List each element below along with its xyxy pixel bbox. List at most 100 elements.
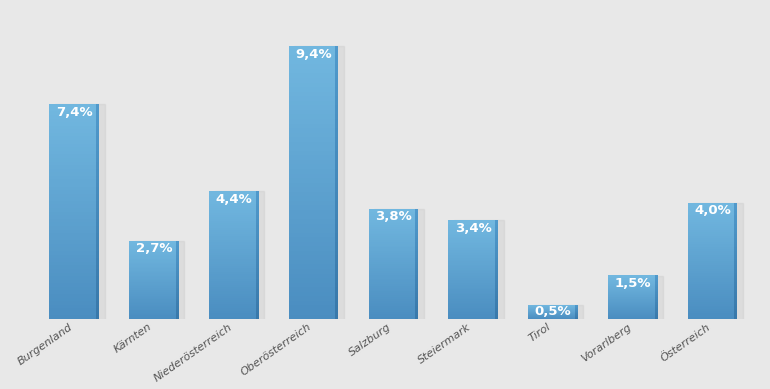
Bar — [129, 306, 179, 307]
Bar — [209, 236, 259, 238]
Bar — [415, 279, 418, 280]
Bar — [415, 280, 418, 282]
Bar — [176, 298, 179, 300]
Bar — [608, 287, 658, 288]
Bar — [369, 216, 418, 218]
Bar — [735, 263, 738, 265]
Bar — [688, 224, 738, 226]
Bar — [176, 286, 179, 288]
Bar — [96, 144, 99, 147]
Text: 9,4%: 9,4% — [295, 47, 332, 61]
Bar — [688, 232, 738, 234]
Bar — [369, 284, 418, 286]
Bar — [448, 250, 498, 252]
Bar — [176, 280, 179, 281]
Bar — [369, 277, 418, 279]
Bar — [735, 228, 738, 230]
Bar — [495, 253, 498, 255]
Bar — [209, 232, 259, 234]
Bar — [96, 205, 99, 208]
Bar — [129, 300, 179, 301]
Bar — [688, 311, 738, 313]
Bar — [96, 244, 99, 247]
Bar — [289, 123, 338, 128]
Text: 4,0%: 4,0% — [695, 204, 731, 217]
Bar — [129, 272, 179, 273]
Bar — [448, 224, 498, 225]
Bar — [654, 309, 658, 310]
Bar — [495, 227, 498, 229]
Bar — [688, 303, 738, 305]
Bar — [176, 276, 179, 277]
Bar — [336, 128, 338, 133]
Bar — [289, 160, 338, 165]
Bar — [256, 270, 259, 272]
Bar — [448, 278, 498, 280]
Bar — [369, 271, 418, 273]
Bar — [654, 315, 658, 316]
Bar — [735, 271, 738, 273]
Bar — [96, 179, 99, 183]
Bar — [256, 202, 259, 204]
Bar — [369, 290, 418, 291]
Bar — [49, 133, 99, 137]
Bar — [336, 251, 338, 256]
Bar — [256, 253, 259, 255]
Bar — [448, 311, 498, 312]
Bar — [448, 265, 498, 266]
Bar — [336, 292, 338, 296]
Bar — [209, 289, 259, 291]
Bar — [495, 229, 498, 230]
Bar — [289, 246, 338, 251]
Bar — [256, 213, 259, 215]
Bar — [688, 251, 738, 253]
Bar — [129, 242, 179, 243]
Bar — [369, 214, 418, 216]
Bar — [256, 283, 259, 285]
Bar — [129, 282, 179, 284]
Bar — [369, 222, 418, 223]
Bar — [654, 279, 658, 280]
Bar — [256, 242, 259, 245]
Bar — [495, 225, 498, 227]
Bar — [735, 284, 738, 286]
Bar — [735, 240, 738, 242]
Bar — [608, 308, 658, 309]
Bar — [369, 245, 418, 247]
Bar — [415, 218, 418, 220]
Bar — [129, 307, 179, 308]
Bar — [209, 315, 259, 317]
Bar — [369, 258, 418, 260]
Bar — [415, 260, 418, 262]
Bar — [608, 295, 658, 296]
Bar — [448, 238, 498, 240]
Bar — [209, 245, 259, 247]
Text: 3,8%: 3,8% — [375, 210, 412, 223]
Bar — [654, 317, 658, 318]
Bar — [688, 205, 738, 207]
Bar — [415, 288, 418, 290]
Bar — [654, 282, 658, 283]
Bar — [176, 246, 179, 247]
Bar — [735, 244, 738, 245]
Bar — [735, 315, 738, 317]
Bar — [735, 234, 738, 236]
Bar — [495, 261, 498, 263]
Bar — [129, 270, 179, 271]
Bar — [129, 302, 179, 303]
Bar — [336, 255, 338, 260]
Bar — [369, 240, 418, 242]
Bar — [495, 242, 498, 244]
Bar — [176, 302, 179, 303]
Bar — [415, 210, 418, 212]
Bar — [129, 267, 179, 268]
Bar — [688, 271, 738, 273]
Bar — [96, 169, 99, 172]
Bar — [129, 255, 179, 256]
Bar — [129, 294, 179, 296]
Bar — [448, 272, 498, 273]
Bar — [495, 232, 498, 233]
Bar — [415, 270, 418, 271]
Bar — [448, 266, 498, 268]
Bar — [369, 209, 418, 210]
